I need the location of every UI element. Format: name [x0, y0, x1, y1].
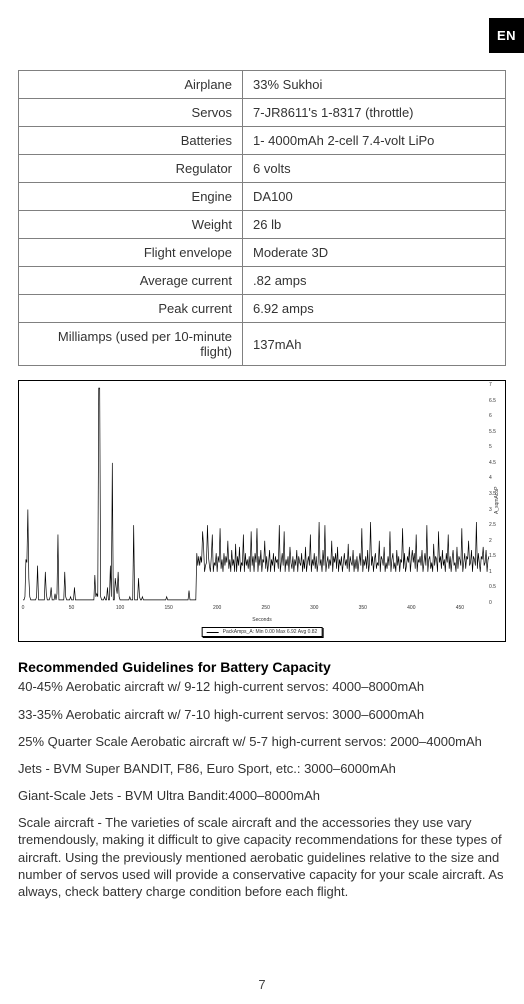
ytick-label: 5	[489, 444, 492, 450]
ytick-label: 7	[489, 382, 492, 388]
spec-label: Milliamps (used per 10-minute flight)	[19, 323, 243, 366]
table-row: Airplane33% Sukhoi	[19, 71, 506, 99]
xtick-label: 400	[407, 605, 415, 611]
table-row: Weight26 lb	[19, 211, 506, 239]
xtick-label: 200	[213, 605, 221, 611]
spec-value: Moderate 3D	[243, 239, 506, 267]
current-chart: 00.511.522.533.544.555.566.57 A_sqmAcoP …	[18, 380, 506, 642]
table-row: Milliamps (used per 10-minute flight)137…	[19, 323, 506, 366]
guideline-3: 25% Quarter Scale Aerobatic aircraft w/ …	[18, 733, 506, 750]
ytick-label: 1	[489, 569, 492, 575]
ytick-label: 2.5	[489, 522, 496, 528]
chart-y-axis-label: A_sqmAcoP	[494, 486, 500, 514]
spec-value: 6 volts	[243, 155, 506, 183]
spec-label: Batteries	[19, 127, 243, 155]
ytick-label: 1.5	[489, 553, 496, 559]
spec-value: .82 amps	[243, 267, 506, 295]
spec-label: Regulator	[19, 155, 243, 183]
xtick-label: 300	[310, 605, 318, 611]
spec-label: Servos	[19, 99, 243, 127]
section-heading: Recommended Guidelines for Battery Capac…	[18, 658, 506, 676]
ytick-label: 4	[489, 475, 492, 481]
table-row: Average current.82 amps	[19, 267, 506, 295]
table-row: EngineDA100	[19, 183, 506, 211]
spec-label: Airplane	[19, 71, 243, 99]
ytick-label: 6.5	[489, 398, 496, 404]
ytick-label: 3	[489, 507, 492, 513]
xtick-label: 250	[262, 605, 270, 611]
spec-value: 7-JR8611's 1-8317 (throttle)	[243, 99, 506, 127]
spec-value: 26 lb	[243, 211, 506, 239]
table-row: Flight envelopeModerate 3D	[19, 239, 506, 267]
legend-swatch	[207, 632, 219, 633]
xtick-label: 0	[22, 605, 25, 611]
ytick-label: 6	[489, 413, 492, 419]
ytick-label: 5.5	[489, 429, 496, 435]
ytick-label: 2	[489, 538, 492, 544]
table-row: Servos7-JR8611's 1-8317 (throttle)	[19, 99, 506, 127]
table-row: Peak current6.92 amps	[19, 295, 506, 323]
spec-value: 33% Sukhoi	[243, 71, 506, 99]
xtick-label: 50	[69, 605, 75, 611]
body-content: Recommended Guidelines for Battery Capac…	[18, 658, 506, 900]
xtick-label: 150	[164, 605, 172, 611]
spec-table: Airplane33% SukhoiServos7-JR8611's 1-831…	[18, 70, 506, 366]
chart-plot-area	[23, 385, 489, 603]
spec-label: Weight	[19, 211, 243, 239]
ytick-label: 0	[489, 600, 492, 606]
guideline-6: Scale aircraft - The varieties of scale …	[18, 814, 506, 900]
guideline-1: 40-45% Aerobatic aircraft w/ 9-12 high-c…	[18, 678, 506, 695]
spec-label: Peak current	[19, 295, 243, 323]
table-row: Batteries1- 4000mAh 2-cell 7.4-volt LiPo	[19, 127, 506, 155]
legend-text: PackAmps_A: Min 0.00 Max 6.92 Avg 0.82	[223, 629, 318, 635]
chart-x-labels: 0 50 100 150 200 250 300 350 400 450	[23, 605, 489, 615]
ytick-label: 0.5	[489, 584, 496, 590]
page-number: 7	[258, 977, 265, 992]
chart-legend: PackAmps_A: Min 0.00 Max 6.92 Avg 0.82	[202, 627, 323, 637]
guideline-4: Jets - BVM Super BANDIT, F86, Euro Sport…	[18, 760, 506, 777]
spec-value: 137mAh	[243, 323, 506, 366]
spec-value: 1- 4000mAh 2-cell 7.4-volt LiPo	[243, 127, 506, 155]
spec-label: Engine	[19, 183, 243, 211]
xtick-label: 100	[116, 605, 124, 611]
guideline-2: 33-35% Aerobatic aircraft w/ 7-10 high-c…	[18, 706, 506, 723]
spec-value: 6.92 amps	[243, 295, 506, 323]
spec-label: Average current	[19, 267, 243, 295]
guideline-5: Giant-Scale Jets - BVM Ultra Bandit:4000…	[18, 787, 506, 804]
ytick-label: 4.5	[489, 460, 496, 466]
spec-value: DA100	[243, 183, 506, 211]
xtick-label: 450	[456, 605, 464, 611]
language-tab: EN	[489, 18, 524, 53]
spec-label: Flight envelope	[19, 239, 243, 267]
table-row: Regulator6 volts	[19, 155, 506, 183]
chart-x-axis-label: Seconds	[252, 617, 271, 623]
xtick-label: 350	[359, 605, 367, 611]
